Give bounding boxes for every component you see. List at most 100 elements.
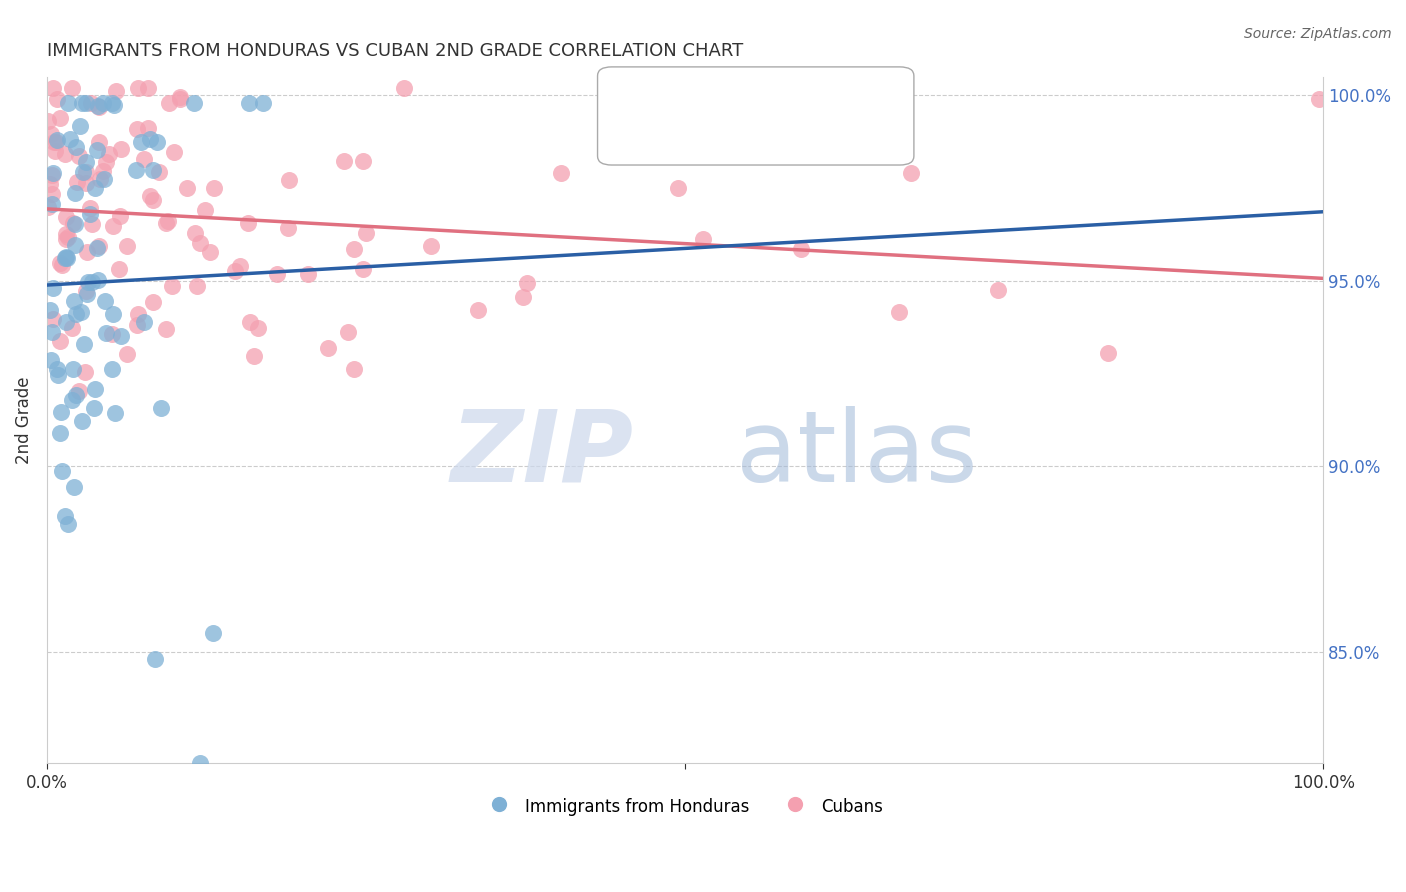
- Point: [73, 337, 96, 351]
- Point: [125, 122, 148, 136]
- Point: [37, 200, 59, 214]
- Point: [87, 136, 110, 150]
- Point: [101, 95, 124, 110]
- Point: [419, 239, 441, 253]
- Point: [76, 287, 98, 301]
- Point: [142, 295, 165, 310]
- Point: [666, 181, 689, 195]
- Point: [243, 349, 266, 363]
- Text: atlas: atlas: [737, 406, 977, 503]
- Point: [49, 256, 72, 270]
- Point: [60, 80, 83, 95]
- Point: [201, 626, 224, 640]
- Point: [53, 252, 76, 266]
- Point: [42, 281, 65, 295]
- Point: [51, 464, 73, 478]
- Point: [69, 305, 91, 319]
- Point: [142, 194, 165, 208]
- Point: [343, 242, 366, 256]
- Point: [55, 315, 77, 329]
- Point: [127, 80, 149, 95]
- Point: [134, 153, 156, 167]
- Point: [101, 326, 124, 341]
- Point: [352, 262, 374, 277]
- Point: [333, 154, 356, 169]
- Point: [93, 171, 115, 186]
- Point: [41, 352, 63, 367]
- Point: [266, 267, 288, 281]
- Point: [1308, 92, 1330, 106]
- Point: [75, 95, 97, 110]
- Point: [184, 227, 207, 241]
- Point: [87, 99, 110, 113]
- Point: [198, 245, 221, 260]
- Point: [86, 143, 108, 157]
- Point: [55, 232, 77, 246]
- Point: [65, 387, 87, 401]
- Point: [49, 425, 72, 440]
- Point: [188, 756, 211, 771]
- Point: [37, 114, 59, 128]
- Point: [887, 305, 910, 319]
- Point: [516, 276, 538, 290]
- Point: [239, 314, 262, 328]
- Point: [69, 120, 91, 134]
- Point: [76, 244, 98, 259]
- Point: [900, 165, 922, 179]
- Point: [62, 216, 84, 230]
- Point: [87, 239, 110, 253]
- Point: [72, 165, 94, 179]
- Point: [84, 181, 107, 195]
- Point: [42, 136, 65, 150]
- Point: [80, 96, 103, 111]
- Point: [108, 262, 131, 277]
- Point: [101, 219, 124, 233]
- Point: [115, 238, 138, 252]
- Point: [352, 153, 374, 168]
- Point: [93, 95, 115, 110]
- Point: [46, 133, 69, 147]
- Point: [39, 178, 62, 192]
- Point: [56, 251, 79, 265]
- Point: [49, 111, 72, 125]
- Point: [45, 361, 67, 376]
- Point: [55, 227, 77, 241]
- Point: [63, 480, 86, 494]
- Point: [94, 326, 117, 340]
- Point: [169, 89, 191, 103]
- Point: [148, 165, 170, 179]
- Point: [150, 401, 173, 415]
- Point: [60, 321, 83, 335]
- Point: [97, 147, 120, 161]
- Point: [84, 382, 107, 396]
- Point: [550, 166, 572, 180]
- Point: [252, 95, 274, 110]
- Point: [194, 202, 217, 217]
- Point: [129, 135, 152, 149]
- Point: [76, 165, 98, 179]
- Point: [190, 235, 212, 250]
- Point: [66, 175, 89, 189]
- Point: [72, 95, 94, 110]
- Point: [101, 307, 124, 321]
- Point: [512, 290, 534, 304]
- Point: [155, 322, 177, 336]
- Point: [238, 216, 260, 230]
- Point: [467, 303, 489, 318]
- Point: [104, 84, 127, 98]
- Point: [156, 214, 179, 228]
- Point: [44, 145, 66, 159]
- Point: [80, 217, 103, 231]
- Point: [42, 312, 65, 326]
- Point: [70, 414, 93, 428]
- Point: [132, 315, 155, 329]
- Point: [110, 209, 132, 223]
- Point: [41, 168, 63, 182]
- Point: [49, 405, 72, 419]
- Point: [138, 131, 160, 145]
- Point: [58, 517, 80, 532]
- Point: [692, 232, 714, 246]
- Point: [56, 230, 79, 244]
- Point: [224, 264, 246, 278]
- Point: [62, 361, 84, 376]
